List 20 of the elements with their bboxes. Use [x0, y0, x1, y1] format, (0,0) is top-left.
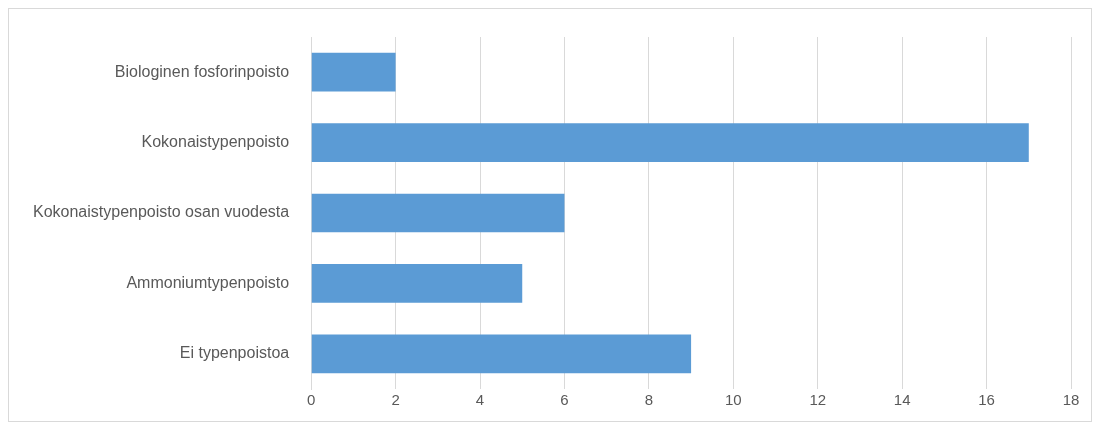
x-tick-label: 8	[644, 391, 654, 409]
x-tick-label: 6	[560, 391, 569, 409]
y-tick-label: Biologinen fosforinpoisto	[114, 62, 290, 80]
y-tick-label: Ei typenpoistoa	[179, 344, 290, 362]
x-tick-label: 18	[1062, 391, 1080, 409]
x-tick-label: 2	[391, 391, 400, 409]
bar	[311, 123, 1029, 162]
x-tick-label: 16	[978, 391, 995, 409]
x-tick-label: 12	[809, 391, 827, 409]
bar	[311, 264, 523, 303]
x-tick-label: 4	[475, 391, 485, 409]
bar	[311, 52, 396, 92]
x-tick-label: 10	[724, 391, 742, 409]
x-tick-label: 0	[307, 391, 316, 409]
bar	[311, 334, 692, 374]
y-tick-label: Kokonaistypenpoisto	[141, 133, 290, 151]
y-tick-label: Kokonaistypenpoisto osan vuodesta	[32, 203, 290, 221]
x-tick-label: 14	[893, 391, 911, 409]
bar	[311, 193, 565, 233]
y-tick-label: Ammoniumtypenpoisto	[126, 273, 290, 291]
